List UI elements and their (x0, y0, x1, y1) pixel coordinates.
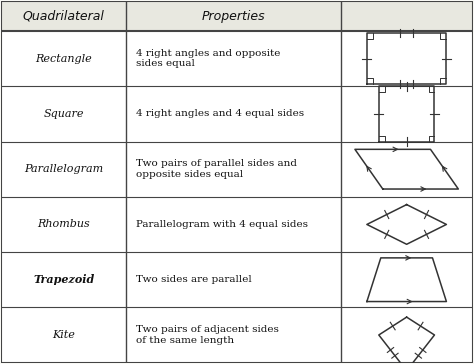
Text: Kite: Kite (53, 330, 75, 340)
Text: Two pairs of adjacent sides
of the same length: Two pairs of adjacent sides of the same … (136, 325, 279, 345)
Text: Quadrilateral: Quadrilateral (23, 10, 105, 23)
Text: Two sides are parallel: Two sides are parallel (136, 275, 252, 284)
Text: Properties: Properties (201, 10, 265, 23)
Text: Trapezoid: Trapezoid (33, 274, 94, 285)
Text: 4 right angles and opposite
sides equal: 4 right angles and opposite sides equal (136, 49, 281, 68)
Text: Rectangle: Rectangle (36, 54, 92, 64)
Text: Parallelogram: Parallelogram (24, 164, 103, 174)
Text: Rhombus: Rhombus (37, 219, 90, 229)
Text: Square: Square (44, 109, 84, 119)
Text: Two pairs of parallel sides and
opposite sides equal: Two pairs of parallel sides and opposite… (136, 159, 297, 179)
Text: Parallelogram with 4 equal sides: Parallelogram with 4 equal sides (136, 220, 308, 229)
Text: 4 right angles and 4 equal sides: 4 right angles and 4 equal sides (136, 110, 304, 118)
Bar (1, 1, 473, 31)
